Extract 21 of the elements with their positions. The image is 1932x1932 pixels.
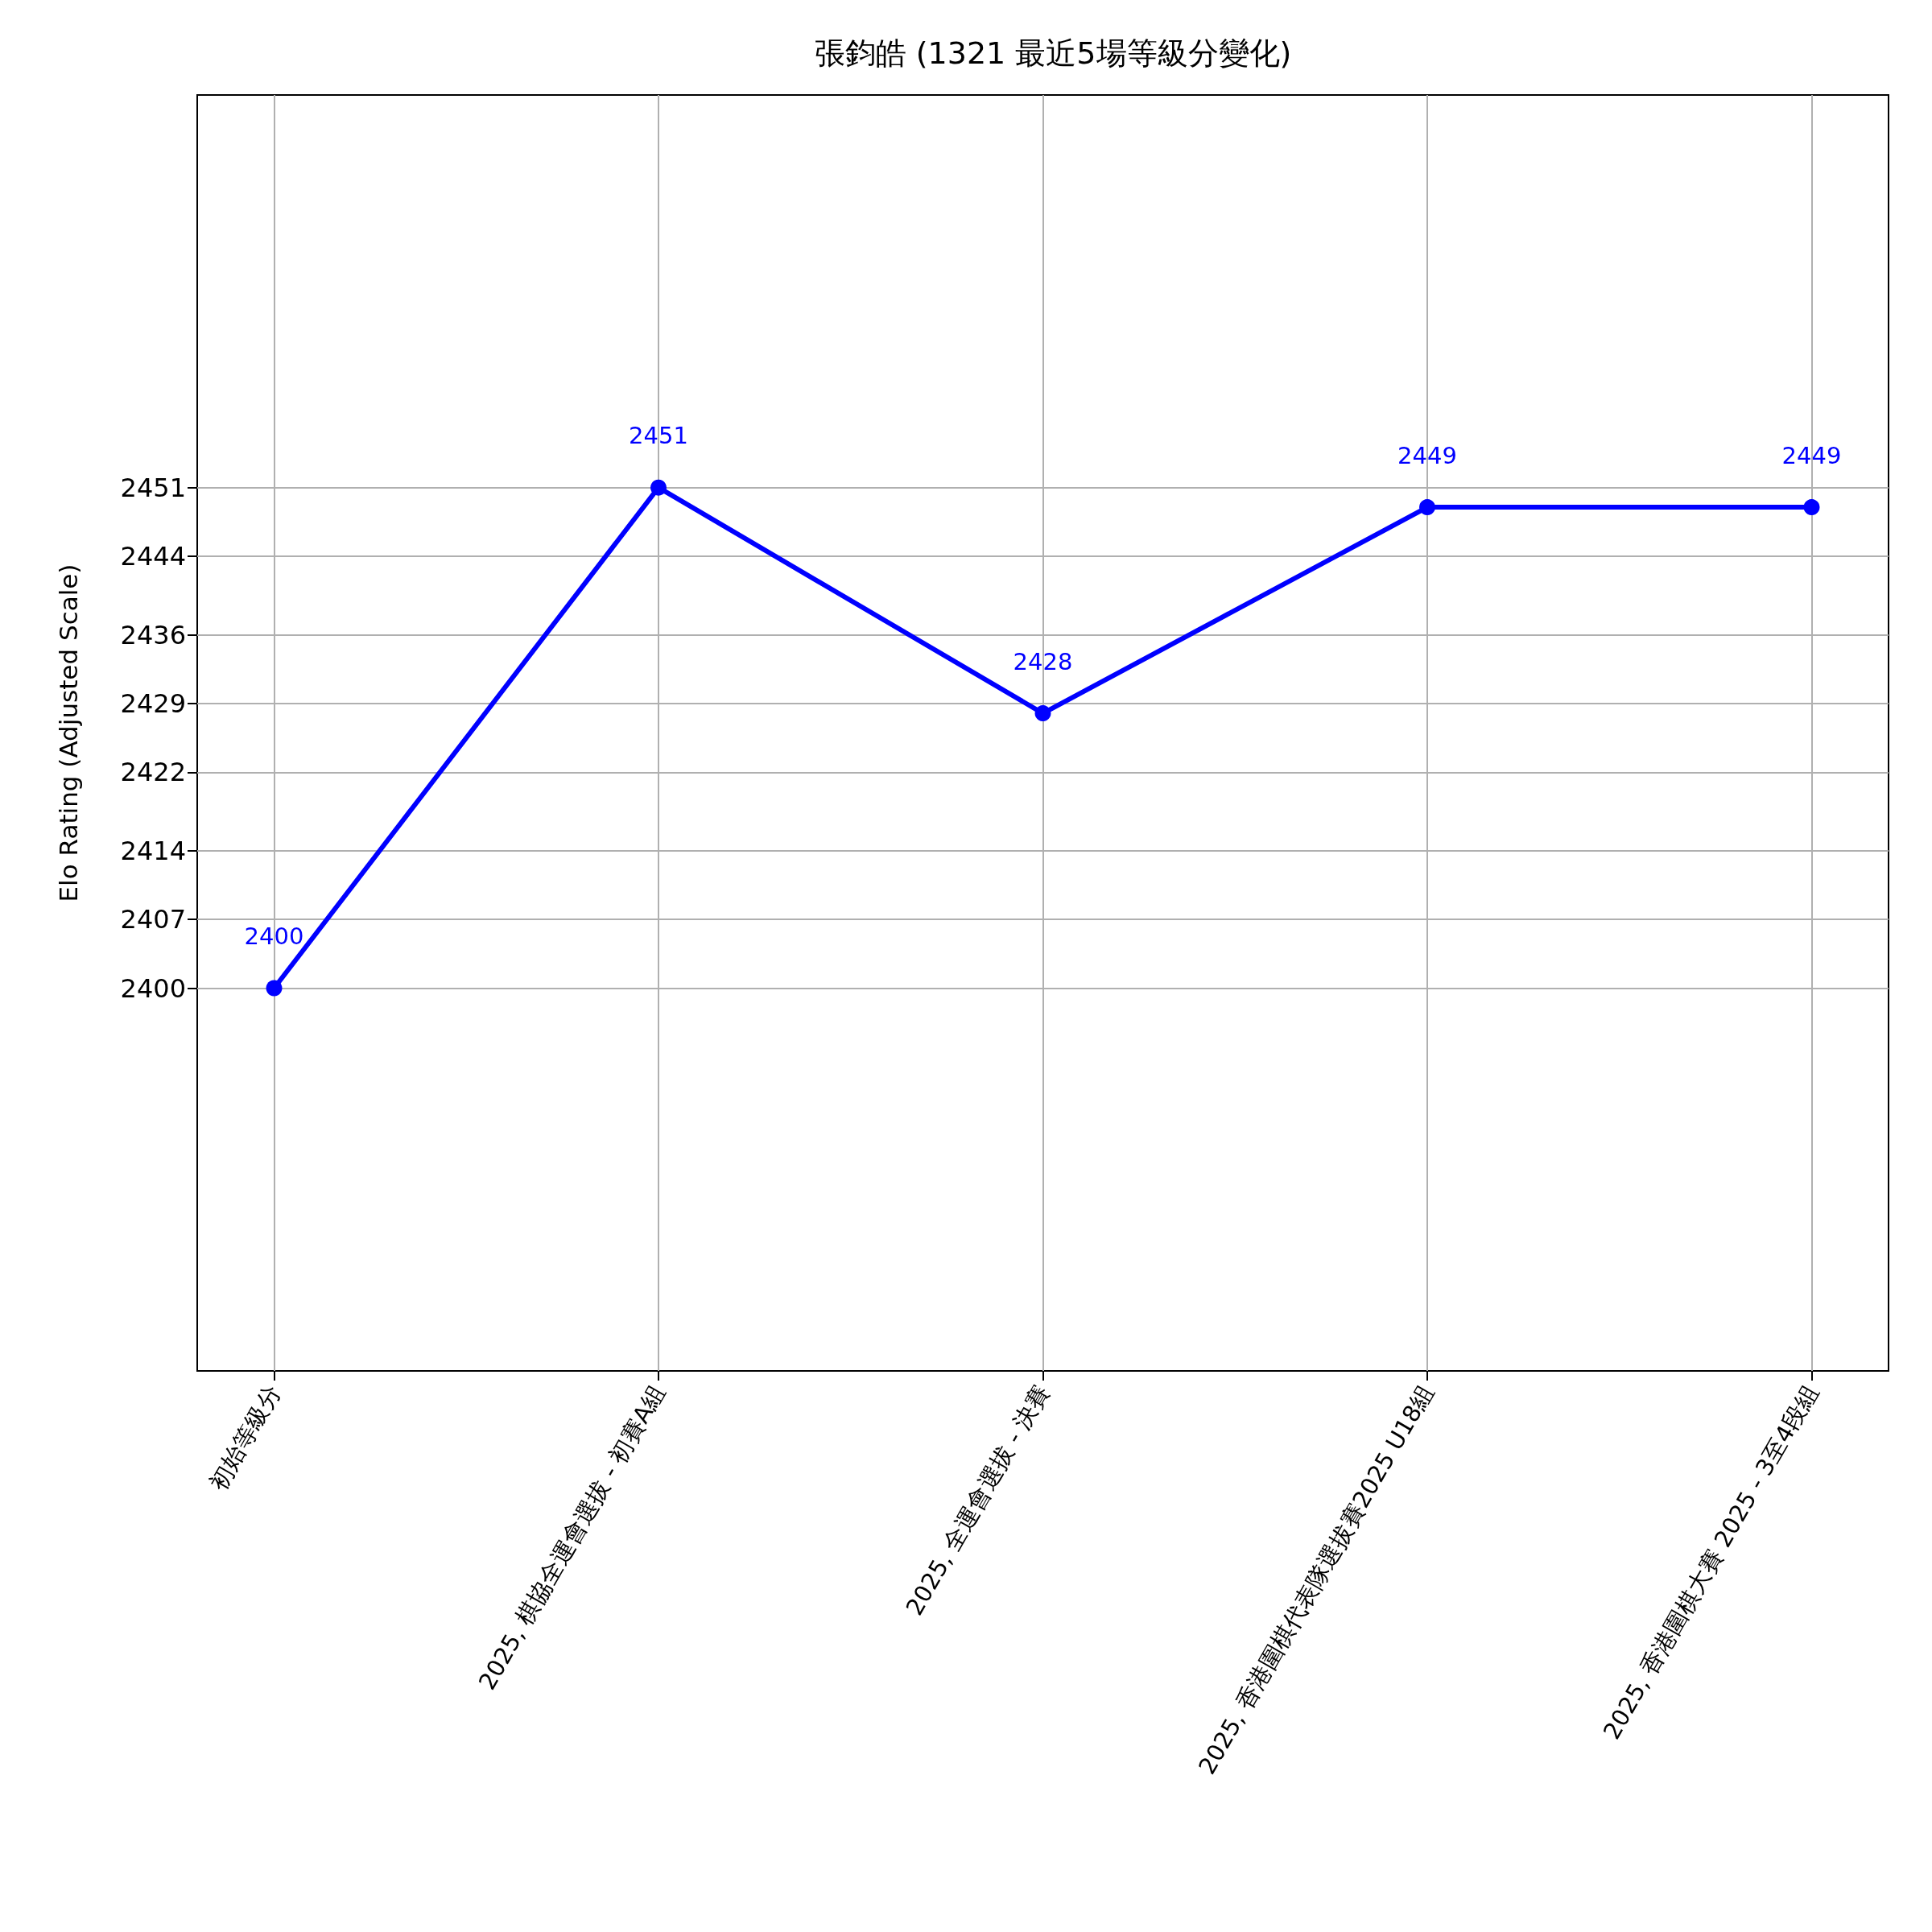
point — [1034, 705, 1051, 722]
point — [650, 479, 667, 496]
y-tick-label: 2444 — [120, 541, 186, 572]
chart-title: 張鈞皓 (1321 最近5場等級分變化) — [814, 35, 1292, 71]
y-tick-label: 2400 — [120, 972, 186, 1004]
point — [266, 980, 283, 997]
y-tick-label: 2436 — [120, 619, 186, 650]
data-label: 2449 — [1781, 441, 1842, 469]
data-label: 2400 — [244, 923, 304, 950]
y-axis-title: Elo Rating (Adjusted Scale) — [53, 564, 83, 902]
data-label: 2428 — [1013, 647, 1073, 675]
y-tick-label: 2429 — [120, 687, 186, 719]
data-label: 2449 — [1397, 441, 1457, 469]
y-tick-label: 2414 — [120, 835, 186, 866]
y-tick-label: 2422 — [120, 757, 186, 788]
y-tick-label: 2407 — [120, 904, 186, 935]
point — [1803, 499, 1820, 516]
point — [1419, 499, 1435, 516]
y-tick-label: 2451 — [120, 472, 186, 503]
x-tick-label: 初始等級分 — [204, 1380, 287, 1496]
data-label: 2451 — [629, 422, 688, 450]
